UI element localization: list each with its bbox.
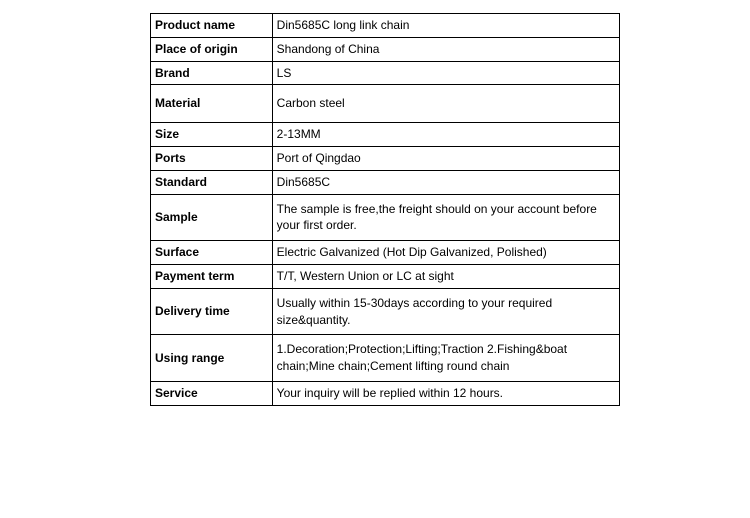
table-row: StandardDin5685C bbox=[151, 170, 620, 194]
spec-value: Electric Galvanized (Hot Dip Galvanized,… bbox=[272, 241, 619, 265]
spec-label: Material bbox=[151, 85, 273, 123]
spec-value: Carbon steel bbox=[272, 85, 619, 123]
table-row: SurfaceElectric Galvanized (Hot Dip Galv… bbox=[151, 241, 620, 265]
spec-value: 2-13MM bbox=[272, 123, 619, 147]
table-row: ServiceYour inquiry will be replied with… bbox=[151, 381, 620, 405]
spec-label: Brand bbox=[151, 61, 273, 85]
table-row: Product nameDin5685C long link chain bbox=[151, 14, 620, 38]
table-row: PortsPort of Qingdao bbox=[151, 146, 620, 170]
spec-label: Standard bbox=[151, 170, 273, 194]
table-body: Product nameDin5685C long link chainPlac… bbox=[151, 14, 620, 406]
spec-value: T/T, Western Union or LC at sight bbox=[272, 264, 619, 288]
table-row: SampleThe sample is free,the freight sho… bbox=[151, 194, 620, 241]
spec-value: Port of Qingdao bbox=[272, 146, 619, 170]
spec-label: Ports bbox=[151, 146, 273, 170]
spec-label: Using range bbox=[151, 335, 273, 382]
spec-label: Sample bbox=[151, 194, 273, 241]
spec-value: Your inquiry will be replied within 12 h… bbox=[272, 381, 619, 405]
product-spec-table: Product nameDin5685C long link chainPlac… bbox=[150, 13, 620, 406]
table-row: Size2-13MM bbox=[151, 123, 620, 147]
spec-value: Usually within 15-30days according to yo… bbox=[272, 288, 619, 335]
table-row: Using range1.Decoration;Protection;Lifti… bbox=[151, 335, 620, 382]
table-row: Place of originShandong of China bbox=[151, 37, 620, 61]
table-row: Delivery timeUsually within 15-30days ac… bbox=[151, 288, 620, 335]
spec-value: Shandong of China bbox=[272, 37, 619, 61]
product-spec-table-container: Product nameDin5685C long link chainPlac… bbox=[150, 13, 740, 406]
table-row: MaterialCarbon steel bbox=[151, 85, 620, 123]
spec-label: Product name bbox=[151, 14, 273, 38]
spec-label: Service bbox=[151, 381, 273, 405]
spec-label: Delivery time bbox=[151, 288, 273, 335]
spec-value: LS bbox=[272, 61, 619, 85]
spec-value: The sample is free,the freight should on… bbox=[272, 194, 619, 241]
table-row: Payment termT/T, Western Union or LC at … bbox=[151, 264, 620, 288]
table-row: BrandLS bbox=[151, 61, 620, 85]
spec-label: Place of origin bbox=[151, 37, 273, 61]
spec-label: Payment term bbox=[151, 264, 273, 288]
spec-label: Size bbox=[151, 123, 273, 147]
spec-label: Surface bbox=[151, 241, 273, 265]
spec-value: 1.Decoration;Protection;Lifting;Traction… bbox=[272, 335, 619, 382]
spec-value: Din5685C long link chain bbox=[272, 14, 619, 38]
spec-value: Din5685C bbox=[272, 170, 619, 194]
